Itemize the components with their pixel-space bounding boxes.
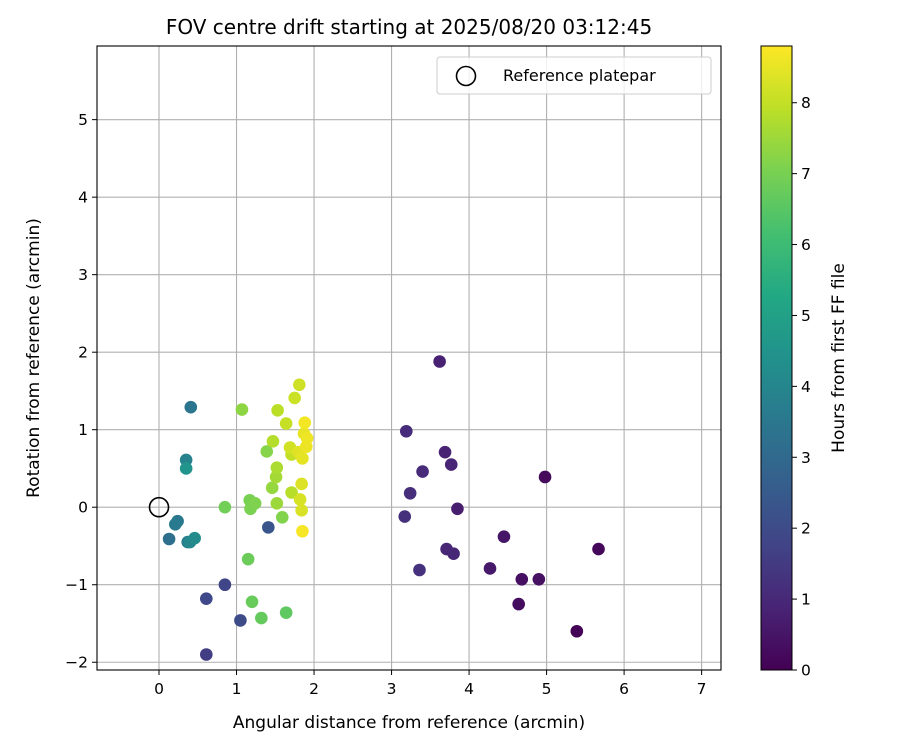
data-point xyxy=(413,563,426,577)
data-point xyxy=(538,470,552,484)
x-tick-label: 7 xyxy=(697,680,707,698)
x-axis-label: Angular distance from reference (arcmin) xyxy=(233,713,585,733)
data-point xyxy=(260,445,274,458)
data-point xyxy=(234,614,247,627)
data-point xyxy=(285,486,298,499)
data-point xyxy=(288,391,301,405)
data-point xyxy=(179,462,193,475)
y-tick-label: 1 xyxy=(78,421,88,439)
colorbar-tick-label: 1 xyxy=(801,591,811,609)
data-point xyxy=(298,416,312,430)
data-point xyxy=(262,521,275,534)
y-axis-ticks: −2 −1 0 1 2 3 4 5 xyxy=(65,111,97,672)
colorbar-tick-label: 0 xyxy=(801,662,811,680)
data-point xyxy=(265,481,279,495)
data-point xyxy=(447,547,460,561)
chart-title: FOV centre drift starting at 2025/08/20 … xyxy=(166,15,652,39)
data-point xyxy=(266,435,280,448)
data-point xyxy=(270,497,284,510)
data-point xyxy=(399,424,413,438)
data-point xyxy=(255,611,268,625)
data-point xyxy=(296,524,309,538)
data-point xyxy=(296,452,309,465)
colorbar-label: Hours from first FF file xyxy=(829,263,849,453)
data-point xyxy=(592,542,605,556)
data-point xyxy=(512,597,525,611)
y-tick-label: −2 xyxy=(65,654,88,672)
y-tick-label: 0 xyxy=(78,499,88,517)
grid xyxy=(97,46,721,670)
colorbar-tick-label: 5 xyxy=(801,307,811,325)
data-point xyxy=(497,530,511,543)
x-tick-label: 6 xyxy=(619,680,629,698)
y-axis-label: Rotation from reference (arcmin) xyxy=(24,218,44,498)
data-point xyxy=(235,403,249,416)
x-tick-label: 3 xyxy=(387,680,397,698)
data-point xyxy=(199,592,213,605)
plot-frame xyxy=(96,45,722,671)
data-point xyxy=(188,531,201,545)
legend: Reference platepar xyxy=(436,56,712,95)
data-point xyxy=(199,648,213,661)
colorbar-tick-label: 6 xyxy=(801,236,811,254)
colorbar-ticks: 0 1 2 3 4 5 6 7 8 xyxy=(792,94,811,680)
data-point xyxy=(270,461,284,474)
data-point xyxy=(293,493,307,506)
data-point xyxy=(295,477,308,491)
data-point xyxy=(168,517,182,531)
data-point xyxy=(451,502,464,516)
x-tick-label: 0 xyxy=(154,680,164,698)
y-tick-label: 2 xyxy=(78,344,88,362)
reference-platepar-marker xyxy=(148,496,170,518)
data-point xyxy=(162,532,176,546)
x-tick-label: 1 xyxy=(232,680,242,698)
data-point xyxy=(293,378,306,392)
colorbar-tick-label: 2 xyxy=(801,520,811,538)
data-point xyxy=(245,595,259,609)
y-tick-label: 3 xyxy=(78,266,88,284)
colorbar-tick-label: 7 xyxy=(801,165,811,183)
data-point xyxy=(248,497,262,510)
data-point xyxy=(398,510,412,523)
colorbar-tick-label: 8 xyxy=(801,94,811,112)
legend-box xyxy=(436,56,712,95)
data-point xyxy=(416,465,429,478)
data-point xyxy=(295,504,308,517)
data-point xyxy=(515,573,529,586)
data-point xyxy=(403,486,417,500)
data-point xyxy=(483,562,497,575)
x-axis-ticks: 0 1 2 3 4 5 6 7 xyxy=(154,670,707,698)
data-point xyxy=(570,624,584,638)
legend-entry-reference: Reference platepar xyxy=(503,66,656,85)
y-tick-label: 5 xyxy=(78,111,88,129)
colorbar-tick-label: 3 xyxy=(801,449,811,467)
colorbar-tick-label: 4 xyxy=(801,378,811,396)
data-point xyxy=(218,500,232,514)
data-point xyxy=(275,510,289,524)
data-points xyxy=(162,355,605,661)
data-point xyxy=(271,404,284,417)
y-tick-label: 4 xyxy=(78,189,88,207)
data-point xyxy=(269,470,283,484)
data-point xyxy=(241,552,255,566)
data-point xyxy=(184,400,198,414)
data-point xyxy=(279,606,293,619)
colorbar-gradient xyxy=(760,45,793,671)
data-point xyxy=(532,573,546,586)
data-point xyxy=(279,417,293,430)
y-tick-label: −1 xyxy=(65,576,88,594)
data-point xyxy=(300,431,314,445)
data-point xyxy=(444,458,458,471)
x-tick-label: 5 xyxy=(542,680,552,698)
data-point xyxy=(438,445,452,459)
data-point xyxy=(218,578,232,592)
colorbar: 0 1 2 3 4 5 6 7 8 Hours from first FF file xyxy=(760,45,849,680)
x-tick-label: 4 xyxy=(464,680,474,698)
data-point xyxy=(433,355,446,368)
x-tick-label: 2 xyxy=(309,680,319,698)
legend-reference-marker xyxy=(455,65,477,87)
